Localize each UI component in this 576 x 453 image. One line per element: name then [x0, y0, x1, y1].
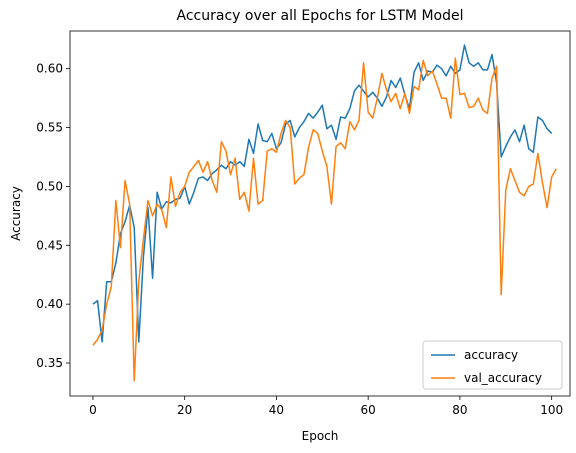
series-line-val-accuracy	[92, 57, 557, 382]
y-tick-label: 0.40	[36, 297, 63, 311]
series-layer	[92, 44, 557, 382]
y-tick-label: 0.55	[36, 121, 63, 135]
x-axis: 0 20 40 60 80 100	[89, 396, 563, 417]
legend-label-val-accuracy: val_accuracy	[464, 371, 542, 385]
y-axis: 0.35 0.40 0.45 0.50 0.55 0.60	[36, 62, 70, 370]
legend: accuracy val_accuracy	[422, 340, 563, 390]
y-tick-label: 0.35	[36, 356, 63, 370]
x-tick-label: 100	[540, 403, 563, 417]
x-tick-label: 40	[269, 403, 284, 417]
y-tick-label: 0.45	[36, 238, 63, 252]
x-tick-label: 20	[177, 403, 192, 417]
legend-box	[422, 340, 563, 390]
x-tick-label: 0	[89, 403, 97, 417]
series-line-accuracy	[92, 44, 553, 343]
y-tick-label: 0.60	[36, 62, 63, 76]
y-axis-label: Accuracy	[9, 186, 23, 241]
legend-label-accuracy: accuracy	[464, 348, 518, 362]
y-tick-label: 0.50	[36, 179, 63, 193]
chart-title: Accuracy over all Epochs for LSTM Model	[177, 8, 464, 24]
x-tick-label: 80	[452, 403, 467, 417]
plot-frame	[69, 30, 571, 397]
x-axis-label: Epoch	[302, 429, 339, 443]
x-tick-label: 60	[361, 403, 376, 417]
